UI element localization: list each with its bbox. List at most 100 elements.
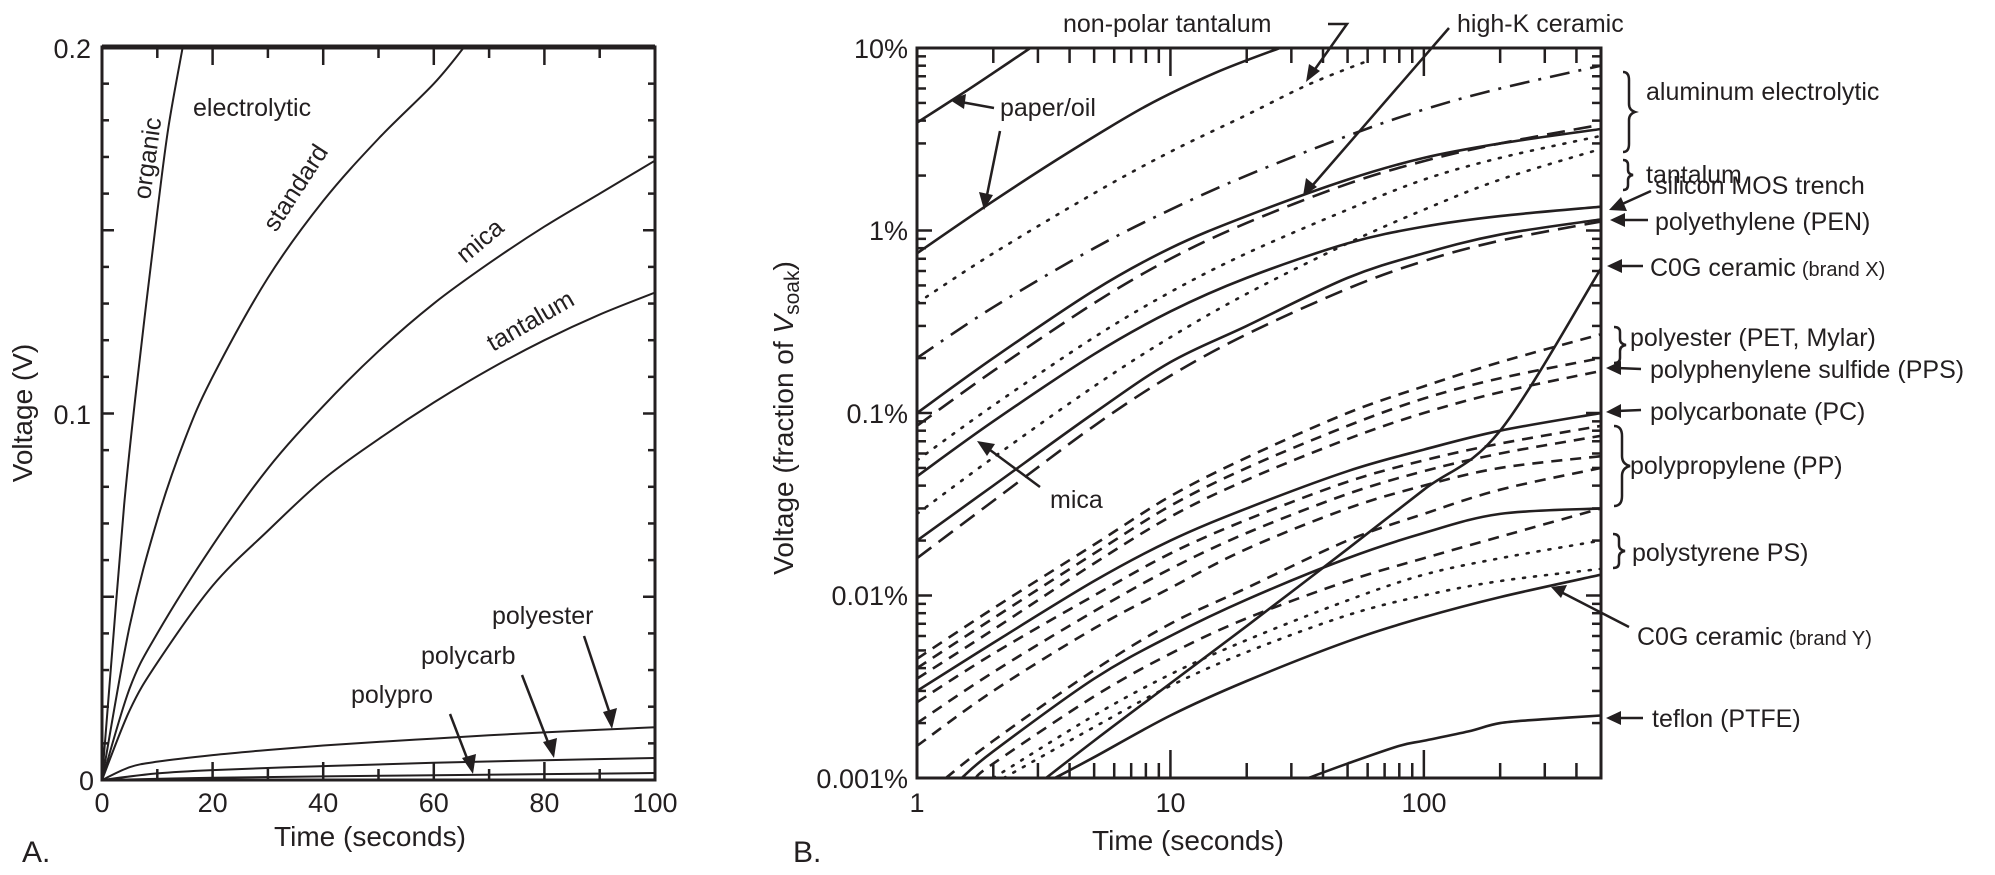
a-label-standard: standard <box>258 139 334 236</box>
a-series-mica <box>102 159 655 780</box>
brace-polyester <box>1613 325 1627 365</box>
b-arrow-high-k-ceramic <box>1303 27 1450 196</box>
b-label-pps: polyphenylene sulfide (PPS) <box>1650 356 1964 384</box>
b-xtick-label: 10 <box>1155 788 1185 818</box>
a-series-polycarb <box>102 757 655 780</box>
panel-a: 0.2 0.1 0 0 20 40 60 80 100 Time (second… <box>7 34 678 869</box>
a-xtick-label: 40 <box>308 788 338 818</box>
c0g-y-brand: (brand Y) <box>1789 628 1872 650</box>
a-arrow-polypro <box>448 713 476 774</box>
b-ytick-label: 10% <box>854 34 908 64</box>
brace-tantalum <box>1622 158 1634 192</box>
b-label-mica: mica <box>1050 486 1103 514</box>
brace-aluminum-electrolytic <box>1622 70 1639 154</box>
a-ytick-label: 0 <box>79 766 94 796</box>
b-series-non-polar-tantalum <box>917 59 1369 305</box>
b-series-tantalum-b <box>917 147 1601 516</box>
a-label-polyester: polyester <box>492 602 593 630</box>
b-series-polystyrene-ps-b <box>991 539 1601 778</box>
b-series-c0g-ceramic-brand-x <box>1043 267 1601 778</box>
a-x-axis-title: Time (seconds) <box>274 821 466 852</box>
b-label-polyethylene-pen: polyethylene (PEN) <box>1655 208 1870 236</box>
b-label-non-polar-tantalum: non-polar tantalum <box>1063 10 1271 38</box>
a-xtick-label: 20 <box>198 788 228 818</box>
b-label-c0g-brand-x: C0G ceramic (brand X) <box>1650 254 1885 282</box>
b-series-polyester-pet-mylar-a <box>917 333 1601 660</box>
b-xtick-label: 1 <box>909 788 924 818</box>
a-xtick-label: 80 <box>529 788 559 818</box>
a-series-organic <box>102 47 184 780</box>
b-series-mica-a <box>917 218 1601 542</box>
b-series-aluminum-electrolytic-b <box>917 123 1601 427</box>
b-series-polyphenylene-sulfide-pps <box>917 369 1601 680</box>
c0g-x-main: C0G ceramic <box>1650 254 1796 282</box>
b-series-tantalum-a <box>917 134 1601 462</box>
b-xtick-label: 100 <box>1401 788 1446 818</box>
panel-b-right-annotations: aluminum electrolytic tantalum silicon M… <box>1551 70 1964 733</box>
b-arrow-polyethylene-pen <box>1610 213 1648 227</box>
b-arrow-non-polar-tantalum <box>1306 22 1350 82</box>
b-ytick-label: 1% <box>869 216 908 246</box>
a-y-axis-title: Voltage (V) <box>7 344 38 483</box>
b-arrow-silicon-mos-trench <box>1609 189 1652 211</box>
b-ytick-label: 0.1% <box>846 399 908 429</box>
panel-b-letter: B. <box>793 836 821 869</box>
b-series-polyester-pet-mylar-b <box>917 356 1601 670</box>
a-xtick-label: 0 <box>94 788 109 818</box>
panel-b-curves <box>917 48 1601 778</box>
a-group-label-electrolytic: electrolytic <box>193 94 311 122</box>
b-label-aluminum-electrolytic: aluminum electrolytic <box>1646 78 1879 106</box>
b-series-polystyrene-ps-c <box>1002 567 1601 778</box>
b-series-polypropylene-pp-d <box>945 466 1601 778</box>
a-ytick-label: 0.1 <box>53 400 91 430</box>
a-series-polyester <box>102 726 655 780</box>
panel-a-frame <box>100 45 657 782</box>
b-series-paper-oil-lower <box>917 48 1281 255</box>
panel-a-letter: A. <box>22 836 50 869</box>
a-series-polypro <box>102 772 655 780</box>
b-arrow-paper-oil-upper <box>950 94 995 110</box>
b-ylabel-end: ) <box>768 261 799 270</box>
brace-polystyrene <box>1612 532 1626 570</box>
b-label-high-k-ceramic: high-K ceramic <box>1457 10 1624 38</box>
b-ytick-label: 0.001% <box>816 764 908 794</box>
c0g-x-brand: (brand X) <box>1802 259 1885 281</box>
panel-b: 10% 1% 0.1% 0.01% 0.001% 1 10 100 Time (… <box>768 10 1964 869</box>
panel-a-ticks <box>100 45 657 782</box>
b-label-paper-oil: paper/oil <box>1000 94 1096 122</box>
c0g-y-main: C0G ceramic <box>1637 623 1783 651</box>
b-series-polypropylene-pp-a <box>917 424 1601 704</box>
b-ylabel-main: Voltage (fraction of <box>768 334 799 575</box>
a-ytick-label: 0.2 <box>53 34 91 64</box>
b-series-teflon-ptfe <box>1307 714 1601 778</box>
b-arrow-paper-oil-lower <box>979 130 1002 210</box>
b-label-polypropylene: polypropylene (PP) <box>1630 452 1843 480</box>
b-ylabel-var: V <box>768 313 799 334</box>
panel-a-curves <box>102 47 655 780</box>
b-y-axis-title: Voltage (fraction of Vsoak) <box>768 261 804 575</box>
a-series-tantalum <box>102 291 655 780</box>
b-series-c0g-ceramic-brand-y <box>1054 573 1601 778</box>
b-label-silicon-mos-trench: silicon MOS trench <box>1655 172 1865 200</box>
b-label-tantalum: tantalum <box>1646 161 1742 189</box>
b-series-polystyrene-ps-a <box>974 507 1601 778</box>
b-series-paper-oil-upper <box>917 48 1032 124</box>
b-series-polypropylene-pp-e <box>960 507 1601 778</box>
a-xtick-label: 60 <box>419 788 449 818</box>
a-arrow-polyester <box>582 635 617 729</box>
a-arrow-polycarb <box>520 674 557 758</box>
a-xtick-label: 100 <box>632 788 677 818</box>
b-x-axis-title: Time (seconds) <box>1092 825 1284 856</box>
a-series-standard <box>102 47 465 780</box>
a-label-polycarb: polycarb <box>421 642 516 670</box>
a-label-organic: organic <box>128 116 167 201</box>
b-label-polyester: polyester (PET, Mylar) <box>1630 324 1876 352</box>
b-arrow-pc <box>1606 404 1642 418</box>
b-arrow-teflon <box>1606 711 1643 725</box>
b-series-silicon-mos-trench <box>917 205 1601 478</box>
b-arrow-c0g-brand-y <box>1551 585 1630 629</box>
b-label-pc: polycarbonate (PC) <box>1650 398 1865 426</box>
b-series-high-k-ceramic <box>917 127 1601 415</box>
b-series-polypropylene-pp-b <box>917 434 1601 725</box>
